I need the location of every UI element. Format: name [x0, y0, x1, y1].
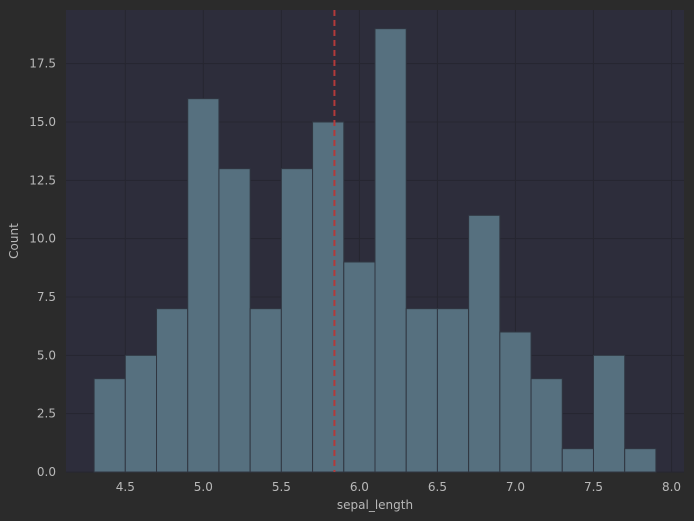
histogram-bar	[312, 121, 345, 473]
histogram-bar	[499, 331, 532, 473]
bars	[93, 28, 657, 473]
histogram-bar	[405, 308, 438, 473]
x-axis-label: sepal_length	[337, 498, 413, 512]
histogram-bar	[280, 168, 314, 473]
x-tick-label: 8.0	[662, 480, 681, 494]
y-tick-label: 7.5	[37, 290, 56, 304]
x-axis-ticks: 4.5 5.0 5.5 6.0 6.5 7.0 7.5 8.0	[116, 480, 681, 494]
histogram-bar	[93, 378, 126, 473]
histogram-bar	[624, 448, 657, 473]
histogram-bar	[156, 308, 189, 473]
histogram-bar	[343, 261, 376, 473]
y-tick-label: 2.5	[37, 407, 56, 421]
x-tick-label: 7.0	[506, 480, 525, 494]
histogram-bar	[561, 448, 594, 473]
y-tick-label: 15.0	[29, 115, 56, 129]
histogram-bar	[218, 168, 251, 473]
y-axis-label: Count	[7, 223, 21, 259]
y-tick-label: 5.0	[37, 348, 56, 362]
x-tick-label: 5.5	[272, 480, 291, 494]
y-tick-label: 17.5	[29, 57, 56, 71]
x-tick-label: 6.0	[350, 480, 369, 494]
y-tick-label: 10.0	[29, 232, 56, 246]
x-tick-label: 4.5	[116, 480, 135, 494]
y-tick-label: 0.0	[37, 465, 56, 479]
x-tick-label: 7.5	[584, 480, 603, 494]
y-tick-label: 12.5	[29, 173, 56, 187]
histogram-bar	[530, 378, 563, 473]
x-tick-label: 5.0	[194, 480, 213, 494]
histogram-bar	[124, 354, 158, 473]
histogram-bar	[249, 308, 282, 473]
histogram-bar	[468, 214, 501, 473]
histogram-bar	[187, 98, 220, 473]
y-axis-ticks: 0.0 2.5 5.0 7.5 10.0 12.5 15.0 17.5	[29, 57, 56, 479]
x-tick-label: 6.5	[428, 480, 447, 494]
histogram-bar	[436, 308, 470, 473]
histogram-bar	[374, 28, 407, 473]
histogram-bar	[592, 354, 626, 473]
